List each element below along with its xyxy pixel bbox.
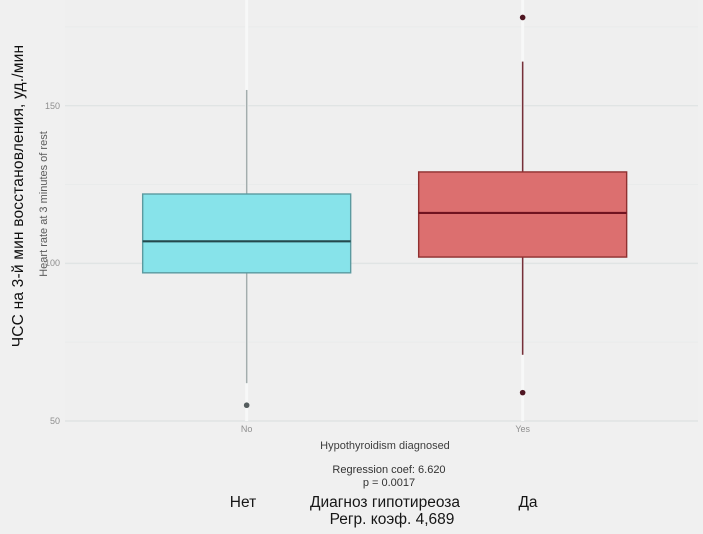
box-yes: [417, 171, 628, 258]
regression-coef-annotation: Regression coef: 6.620: [332, 464, 446, 476]
y-axis-label-russian-text: ЧСС на 3-й мин восстановления, уд./мин: [10, 44, 27, 348]
regression-coef-annotation-russian: Регр. коэф. 4,689: [329, 511, 455, 528]
y-tick-label: 150: [44, 100, 60, 111]
x-axis-title-russian: Диагноз гипотиреоза: [309, 494, 460, 511]
y-axis-label-english-text: Heart rate at 3 minutes of rest: [38, 131, 50, 277]
y-tick-label: 50: [49, 416, 60, 426]
x-label-russian-no: Нет: [229, 494, 257, 511]
x-label-russian-yes: Да: [518, 494, 538, 511]
box-no: [141, 193, 352, 274]
x-axis-title: Hypothyroidism diagnosed: [320, 440, 450, 452]
y-tick-label: 100: [44, 258, 60, 269]
outlier-point-yes: [519, 14, 526, 21]
p-value-annotation: p = 0.0017: [362, 477, 416, 489]
x-tick-label-yes: Yes: [515, 424, 530, 434]
outlier-point-no: [243, 402, 250, 409]
outlier-point-yes: [519, 389, 526, 396]
x-tick-label-no: No: [240, 424, 253, 434]
